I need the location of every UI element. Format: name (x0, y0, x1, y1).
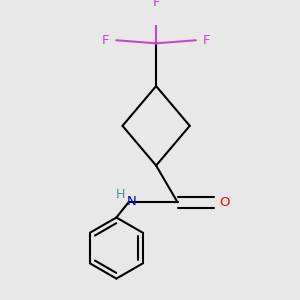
Text: H: H (116, 188, 125, 201)
Text: O: O (220, 196, 230, 209)
Text: F: F (102, 34, 110, 47)
Text: F: F (203, 34, 210, 47)
Text: F: F (152, 0, 160, 10)
Text: N: N (127, 195, 136, 208)
